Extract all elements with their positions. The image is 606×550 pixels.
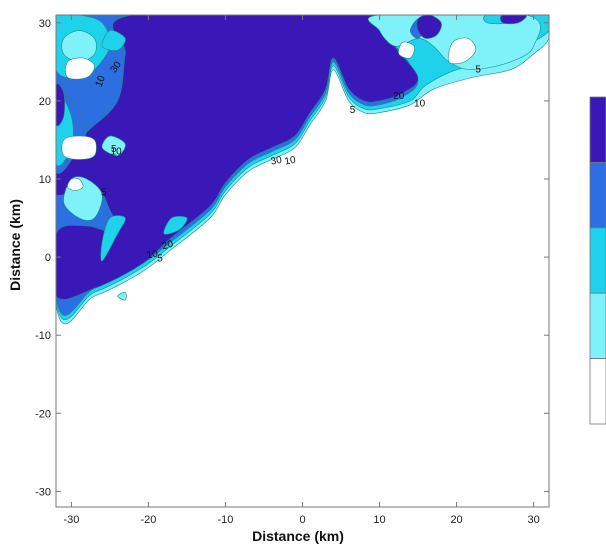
contour-label: 10 [111, 146, 123, 157]
contour-label: 10 [94, 74, 108, 89]
y-tick-label: 0 [45, 252, 51, 264]
x-tick-label: 10 [373, 514, 385, 526]
contour-hole [61, 135, 97, 160]
contour-region-5 [101, 135, 126, 156]
legend-swatch [589, 227, 606, 294]
x-tick-label: -20 [140, 514, 156, 526]
contour-region-30 [500, 15, 527, 25]
contour-label: 5 [350, 105, 356, 116]
contour-region-10 [100, 215, 126, 262]
y-tick-label: -30 [35, 486, 51, 498]
x-tick-label: -30 [63, 514, 79, 526]
legend-swatch [589, 161, 606, 229]
contour-region-10 [101, 30, 126, 51]
contour-label: 10 [414, 99, 426, 110]
y-axis-title: Distance (km) [7, 199, 23, 291]
contour-region-5 [61, 30, 97, 63]
contour-hole [65, 57, 95, 80]
contour-label: 10 [284, 155, 297, 168]
legend-swatch [589, 358, 606, 425]
contour-hole [67, 177, 84, 192]
contour-region-30 [416, 15, 442, 39]
contour-region-5 [117, 291, 127, 301]
x-tick-label: 20 [450, 514, 462, 526]
colorbar-legend [589, 96, 606, 425]
y-tick-label: 10 [39, 174, 51, 186]
contour-label: 5 [101, 188, 107, 199]
legend-swatch [589, 292, 606, 360]
y-tick-label: -10 [35, 330, 51, 342]
y-tick-label: 30 [39, 18, 51, 30]
contour-label: 20 [393, 91, 405, 102]
contour-label: 20 [161, 239, 175, 253]
contour-region-30 [56, 83, 65, 127]
contour-label: 5 [157, 253, 163, 264]
x-tick-label: 30 [527, 514, 539, 526]
x-tick-label: 0 [299, 514, 305, 526]
x-axis-title: Distance (km) [252, 528, 344, 544]
contour-label: 10 [146, 248, 159, 261]
contour-label: 30 [270, 155, 283, 168]
x-tick-label: -10 [218, 514, 234, 526]
contour-hole [447, 37, 477, 65]
legend-swatch [589, 96, 606, 163]
contour-region-10 [163, 216, 188, 235]
contour-label: 5 [111, 144, 117, 155]
y-tick-label: -20 [35, 408, 51, 420]
contour-hole [398, 41, 415, 59]
y-tick-label: 20 [39, 96, 51, 108]
contour-label: 5 [475, 64, 481, 75]
